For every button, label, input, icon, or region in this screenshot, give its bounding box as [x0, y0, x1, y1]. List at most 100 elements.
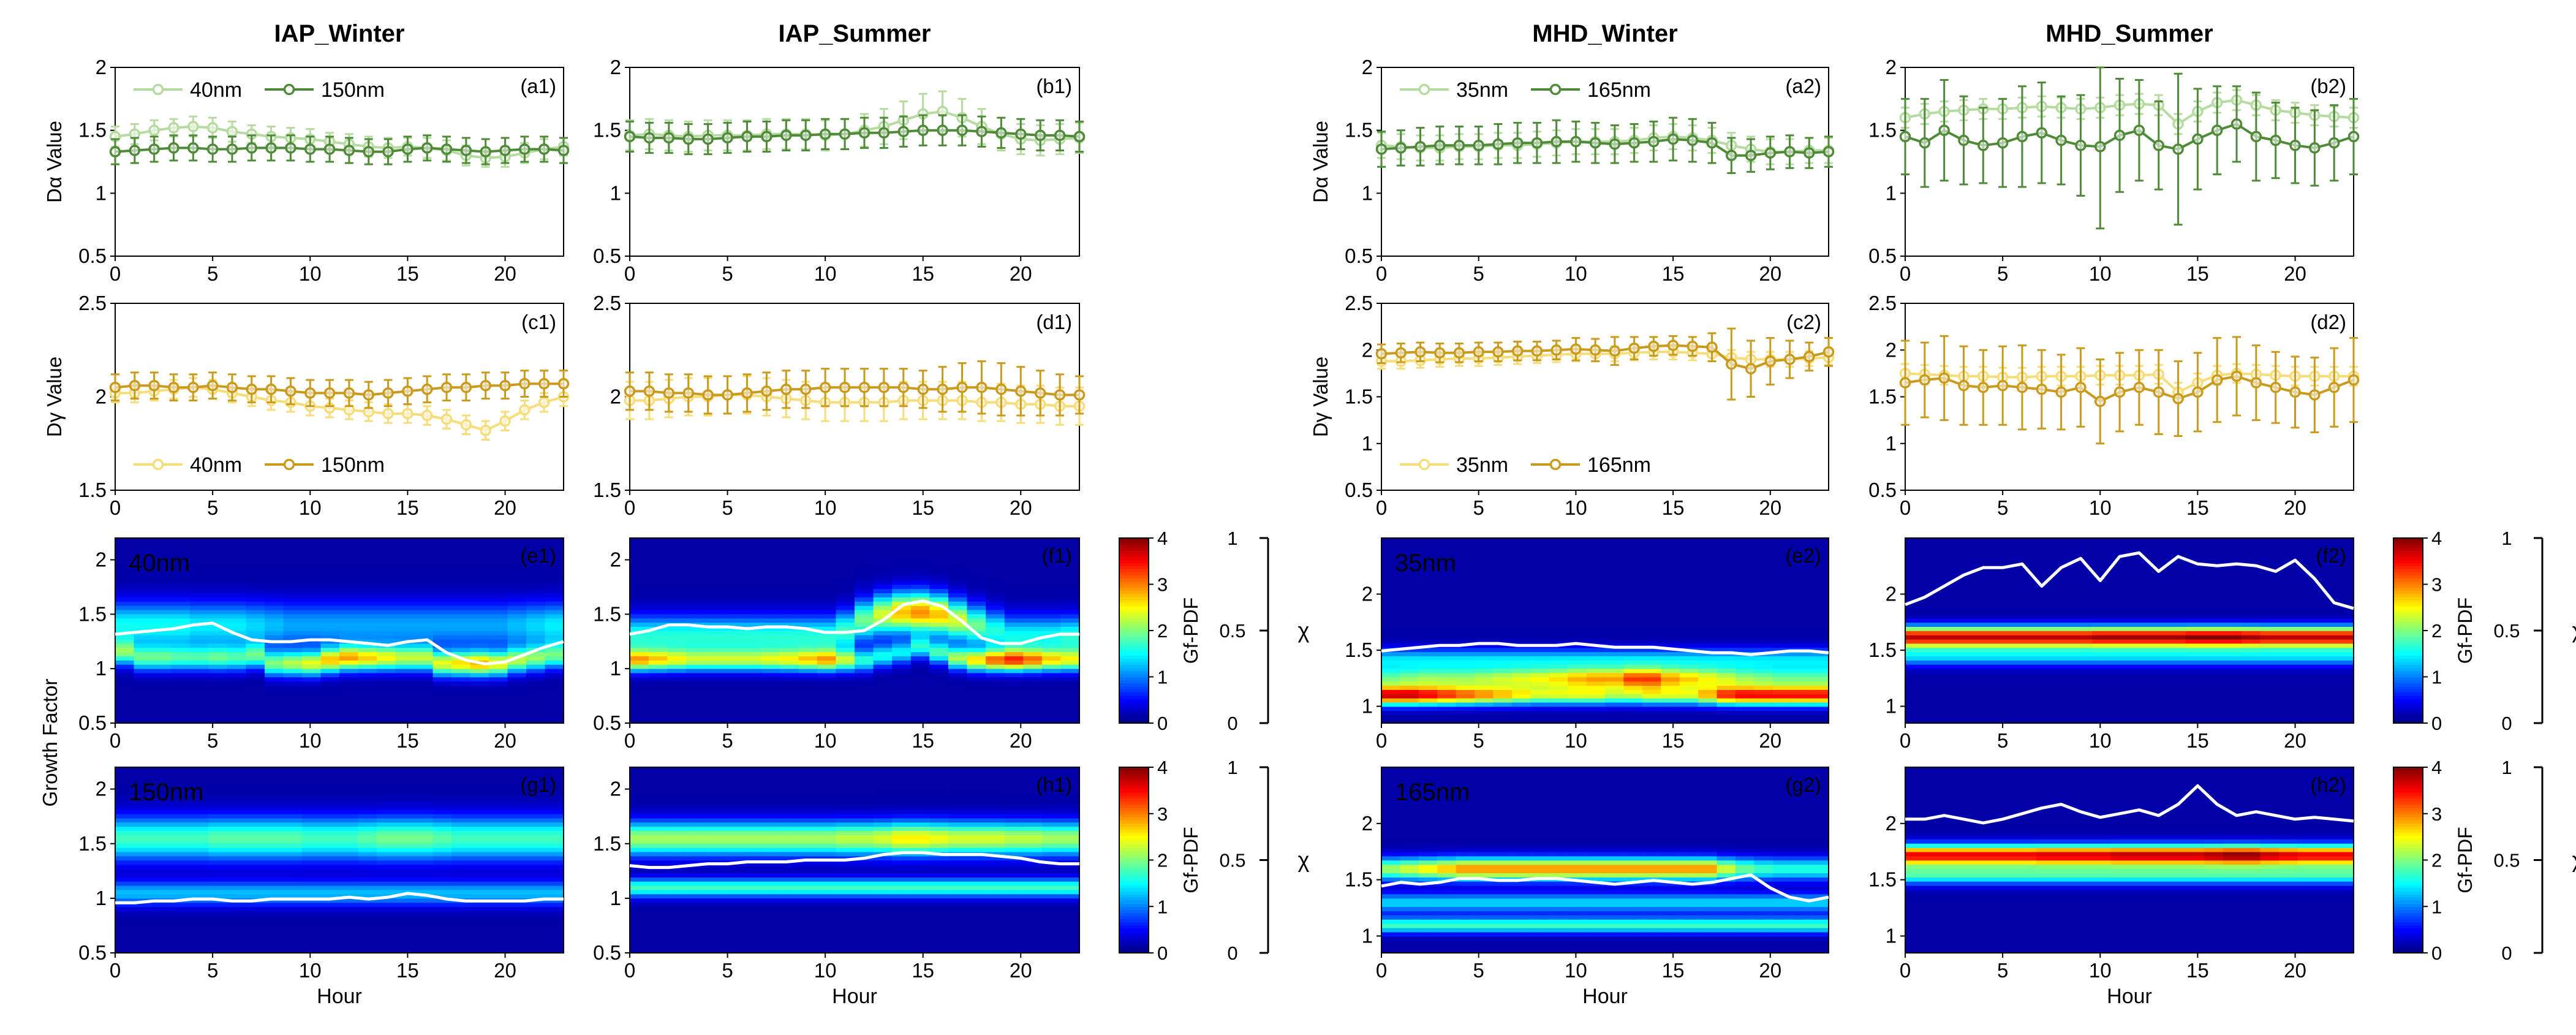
heat-cell	[489, 864, 508, 870]
heat-cell	[489, 715, 508, 719]
heat-cell	[1023, 622, 1043, 627]
data-point	[878, 382, 890, 393]
data-point	[858, 127, 871, 139]
heat-cell	[545, 931, 564, 937]
heat-cell	[377, 639, 396, 644]
heat-cell	[115, 651, 135, 656]
heat-cell	[507, 817, 527, 823]
heat-cell	[432, 923, 452, 928]
heat-cell	[967, 613, 986, 619]
x-tick-label: 10	[2089, 262, 2112, 285]
heat-cell	[377, 779, 396, 785]
heat-cell	[265, 885, 284, 890]
heat-cell	[667, 685, 687, 690]
heat-cell	[377, 609, 396, 615]
heat-cell	[545, 822, 564, 827]
heat-cell	[171, 923, 191, 928]
heat-cell	[208, 631, 228, 635]
heat-cell	[414, 906, 434, 911]
x-tick-label: 5	[207, 262, 218, 285]
heat-cell	[798, 622, 818, 627]
heat-cell	[190, 826, 210, 832]
data-point	[819, 382, 831, 393]
heat-cell	[246, 923, 265, 928]
heat-cell	[855, 689, 874, 694]
heat-cell	[395, 797, 415, 802]
heat-cell	[489, 885, 508, 890]
heat-cell	[1004, 559, 1024, 564]
heat-cell	[967, 575, 986, 581]
heat-cell	[798, 710, 818, 716]
heat-cell	[377, 681, 396, 686]
x-tick-label: 15	[396, 496, 419, 519]
heat-cell	[873, 567, 893, 572]
heat-cell	[208, 643, 228, 648]
heat-cell	[208, 677, 228, 682]
heat-cell	[470, 597, 489, 602]
heat-cell	[339, 847, 359, 852]
heat-cell	[208, 931, 228, 937]
heat-cell	[507, 706, 527, 711]
heat-cell	[283, 694, 303, 699]
panel-tag: (c2)	[1786, 311, 1821, 333]
heat-cell	[507, 931, 527, 937]
heat-cell	[892, 546, 912, 552]
x-tick-label: 10	[1565, 496, 1587, 519]
heat-cell	[115, 855, 135, 861]
heat-cell	[190, 580, 210, 585]
heat-cell	[451, 672, 471, 678]
heat-cell	[414, 685, 434, 690]
heat-cell	[320, 715, 340, 719]
heat-cell	[283, 588, 303, 594]
heat-cell	[667, 710, 687, 716]
heat-cell	[227, 931, 247, 937]
heat-cell	[704, 685, 724, 690]
heat-cell	[377, 851, 396, 857]
heat-cell	[1004, 588, 1024, 594]
y-tick-label: 1.5	[1345, 119, 1373, 142]
heat-cell	[414, 851, 434, 857]
heat-cell	[320, 826, 340, 832]
heat-cell	[153, 689, 172, 694]
heat-cell	[1023, 571, 1043, 577]
heat-cell	[855, 601, 874, 606]
heat-cell	[134, 668, 153, 673]
heat-cell	[451, 626, 471, 631]
heat-cell	[115, 915, 135, 920]
heat-cell	[1004, 697, 1024, 703]
heat-cell	[798, 584, 818, 590]
heat-cell	[171, 584, 191, 590]
heat-cell	[1041, 685, 1062, 690]
heat-cell	[667, 550, 687, 556]
heat-cell	[470, 571, 489, 577]
heat-cell	[227, 647, 247, 653]
heat-cell	[967, 719, 986, 724]
heat-cell	[507, 906, 527, 911]
heat-cell	[377, 809, 396, 814]
heat-cell	[929, 631, 949, 635]
heat-cell	[451, 542, 471, 547]
heat-cell	[414, 792, 434, 797]
heat-cell	[929, 597, 949, 602]
heat-cell	[339, 775, 359, 781]
heat-cell	[208, 860, 228, 865]
heat-cell	[208, 563, 228, 568]
series-line	[630, 386, 1079, 396]
series-165nm	[1375, 116, 1835, 174]
heat-cell	[798, 685, 818, 690]
heat-cell	[470, 694, 489, 699]
heat-cell	[948, 580, 968, 585]
heat-cell	[948, 643, 968, 648]
heat-cell	[339, 664, 359, 669]
heat-cell	[489, 931, 508, 937]
heat-cell	[134, 788, 153, 794]
heat-cell	[171, 784, 191, 789]
data-point	[1034, 129, 1046, 142]
heat-cell	[470, 817, 489, 823]
heat-cell	[929, 651, 949, 656]
heat-cell	[414, 931, 434, 937]
heat-cell	[208, 618, 228, 623]
heat-cell	[704, 643, 724, 648]
axes-frame	[1905, 303, 2354, 491]
heat-cell	[873, 643, 893, 648]
